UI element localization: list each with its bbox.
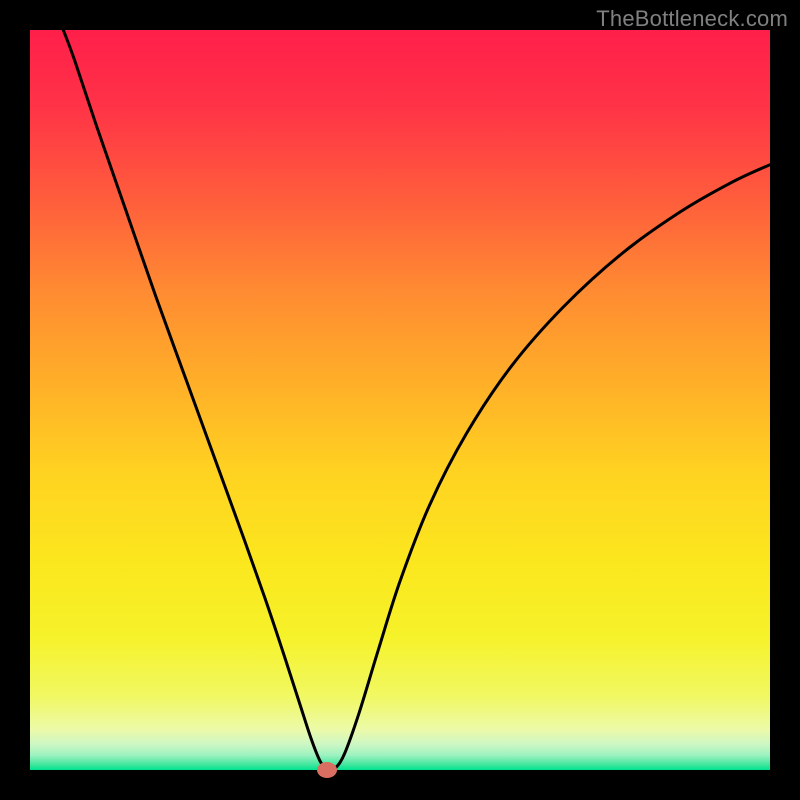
watermark-text: TheBottleneck.com — [596, 6, 788, 32]
bottleneck-marker — [317, 762, 337, 778]
chart-plot-area — [30, 30, 770, 770]
bottleneck-curve — [30, 30, 770, 770]
chart-frame: TheBottleneck.com — [0, 0, 800, 800]
